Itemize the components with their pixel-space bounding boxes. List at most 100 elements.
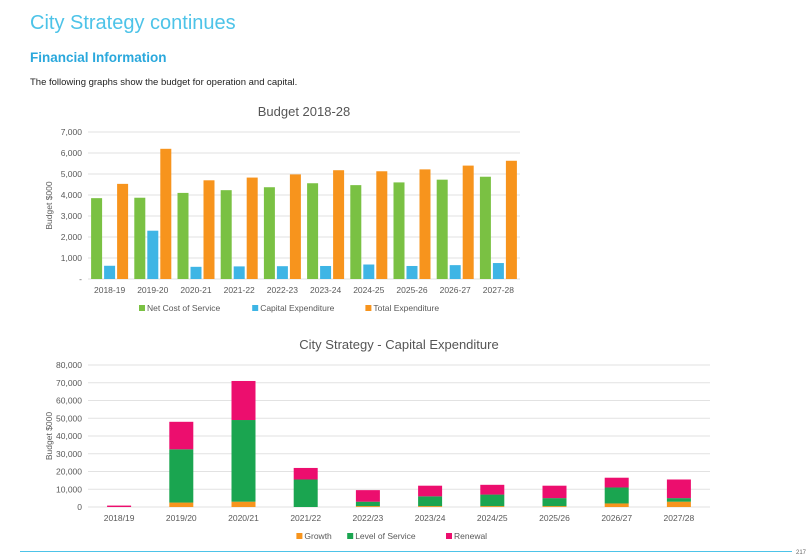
- section-title: Financial Information: [30, 50, 167, 65]
- bar: [666, 479, 691, 499]
- x-tick-label: 2026/27: [601, 513, 632, 523]
- x-tick-label: 2026-27: [440, 285, 471, 295]
- bar: [462, 165, 474, 279]
- bar: [363, 264, 375, 279]
- x-tick-label: 2022/23: [353, 513, 384, 523]
- legend-label: Level of Service: [355, 531, 416, 541]
- intro-text: The following graphs show the budget for…: [30, 77, 298, 88]
- bar: [666, 501, 691, 507]
- bar: [480, 484, 505, 495]
- bar: [307, 183, 319, 279]
- bar: [107, 505, 132, 507]
- legend-swatch: [296, 533, 303, 539]
- legend-label: Renewal: [454, 531, 487, 541]
- bar: [393, 182, 405, 279]
- legend-label: Total Expenditure: [373, 303, 439, 313]
- x-tick-label: 2020/21: [228, 513, 259, 523]
- bar: [203, 180, 215, 279]
- bar: [169, 502, 194, 507]
- legend-label: Capital Expenditure: [260, 303, 334, 313]
- bar: [231, 420, 256, 502]
- legend-swatch: [365, 305, 372, 311]
- x-tick-label: 2023-24: [310, 285, 341, 295]
- legend-swatch: [139, 305, 145, 311]
- budget-chart: Budget 2018-28 - 1,000 2,000 3,000 4,000 5,000…: [44, 104, 520, 313]
- x-tick-label: 2025-26: [396, 285, 427, 295]
- bar: [436, 179, 448, 279]
- bar: [542, 506, 567, 507]
- y-tick-label: 70,000: [56, 378, 82, 388]
- legend-swatch: [252, 305, 259, 311]
- bar: [231, 380, 256, 421]
- x-tick-label: 2019/20: [166, 513, 197, 523]
- x-tick-label: 2022-23: [267, 285, 298, 295]
- bar: [104, 265, 116, 279]
- bar: [246, 177, 258, 279]
- bar: [220, 190, 232, 279]
- y-tick-label: 0: [77, 502, 82, 512]
- bar: [542, 485, 567, 499]
- bar: [604, 477, 629, 488]
- y-tick-label: -: [79, 274, 82, 284]
- bar: [418, 506, 443, 507]
- y-tick-label: 6,000: [61, 148, 83, 158]
- x-tick-label: 2019-20: [137, 285, 168, 295]
- footer-divider: [20, 551, 792, 552]
- x-tick-label: 2018-19: [94, 285, 125, 295]
- bar: [604, 487, 629, 504]
- page-number: 217: [795, 550, 806, 556]
- bar: [293, 479, 318, 507]
- bar: [505, 160, 517, 279]
- bar: [160, 148, 172, 279]
- x-tick-label: 2020-21: [180, 285, 211, 295]
- bar: [169, 449, 194, 503]
- bar: [418, 485, 443, 497]
- bar: [406, 265, 418, 279]
- page-title: City Strategy continues: [30, 12, 236, 34]
- bar: [293, 467, 318, 480]
- y-tick-label: 5,000: [61, 169, 83, 179]
- bar: [492, 263, 504, 279]
- y-tick-label: 2,000: [61, 232, 83, 242]
- legend-swatch: [446, 533, 452, 539]
- bar: [479, 176, 491, 279]
- y-axis-label: Budget $000: [44, 181, 54, 229]
- x-tick-label: 2018/19: [104, 513, 135, 523]
- bar: [276, 266, 288, 279]
- x-tick-label: 2024/25: [477, 513, 508, 523]
- bar: [355, 506, 380, 507]
- bar: [350, 185, 362, 279]
- x-tick-label: 2027/28: [664, 513, 695, 523]
- bar: [418, 496, 443, 507]
- bar: [355, 501, 380, 507]
- bar: [419, 169, 431, 279]
- bar: [147, 230, 159, 279]
- bar: [231, 501, 256, 507]
- bar: [355, 490, 380, 502]
- bar: [333, 170, 345, 279]
- capex-chart: City Strategy - Capital Expenditure 0 10,0…: [44, 337, 710, 541]
- legend-swatch: [347, 533, 354, 539]
- x-tick-label: 2021-22: [224, 285, 255, 295]
- chart-title: Budget 2018-28: [258, 104, 351, 119]
- bar: [169, 421, 194, 450]
- y-axis-label: Budget $000: [44, 412, 54, 460]
- bar: [289, 174, 301, 279]
- x-tick-label: 2027-28: [483, 285, 514, 295]
- y-tick-label: 7,000: [61, 127, 83, 137]
- y-tick-label: 50,000: [56, 413, 82, 423]
- y-tick-label: 1,000: [61, 253, 83, 263]
- bar: [480, 494, 505, 507]
- bar: [117, 183, 129, 279]
- bar: [91, 198, 103, 279]
- y-tick-label: 80,000: [56, 360, 82, 370]
- chart-title: City Strategy - Capital Expenditure: [299, 337, 498, 352]
- bar: [480, 506, 505, 507]
- bar: [263, 187, 275, 279]
- legend-label: Net Cost of Service: [147, 303, 220, 313]
- bar: [449, 265, 461, 279]
- bar: [134, 197, 146, 279]
- bar: [376, 171, 388, 279]
- bar: [190, 266, 202, 279]
- bar: [320, 265, 332, 279]
